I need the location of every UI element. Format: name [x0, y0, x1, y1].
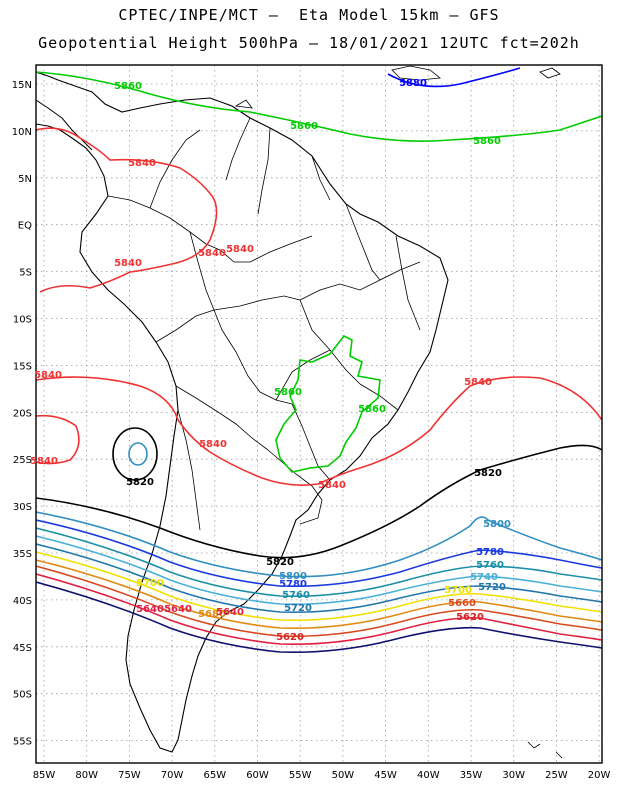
lat-tick-label: 5N [18, 174, 32, 185]
lat-tick-label: EQ [18, 221, 32, 232]
lon-tick-label: 40W [417, 770, 440, 781]
lat-tick-label: 55S [13, 737, 32, 748]
contour-label-5840: 5840 [198, 248, 226, 259]
lat-tick-label: 50S [13, 690, 32, 701]
lon-tick-label: 50W [332, 770, 355, 781]
contour-label-5800: 5800 [279, 571, 307, 582]
contour-label-5840: 5840 [464, 377, 492, 388]
contour-label-5820: 5820 [126, 477, 154, 488]
graticule [36, 65, 602, 763]
central-america-coast [36, 99, 93, 151]
lon-tick-label: 65W [203, 770, 226, 781]
lat-tick-label: 25S [13, 455, 32, 466]
contour-label-5660: 5660 [448, 598, 476, 609]
lon-tick-label: 25W [545, 770, 568, 781]
contour-label-5860: 5860 [358, 404, 386, 415]
contour-label-5620: 5620 [456, 612, 484, 623]
contour-label-5620: 5620 [276, 632, 304, 643]
contour-5800 [36, 511, 602, 578]
contour-label-5860: 5860 [114, 81, 142, 92]
lon-tick-label: 70W [161, 770, 184, 781]
map-frame [35, 64, 603, 764]
contour-5740 [36, 535, 602, 606]
contour-label-5700: 5700 [444, 585, 472, 596]
country-borders [107, 117, 421, 531]
contour-5840-south [36, 376, 602, 486]
contour-label-5880: 5880 [399, 78, 427, 89]
contour-label-5760: 5760 [476, 560, 504, 571]
contour-5660 [36, 565, 602, 638]
lon-tick-label: 55W [289, 770, 312, 781]
contour-5840-west-blob [36, 414, 80, 465]
contour-label-5640: 5640 [164, 604, 192, 615]
height-contours [36, 67, 602, 654]
contour-label-5840: 5840 [114, 258, 142, 269]
lat-tick-label: 15N [12, 80, 32, 91]
lon-tick-label: 85W [33, 770, 56, 781]
contour-label-5800: 5800 [483, 519, 511, 530]
contour-label-5780: 5780 [279, 579, 307, 590]
lon-tick-label: 80W [75, 770, 98, 781]
longitude-axis: 85W 80W 75W 70W 65W 60W 55W 50W 45W 40W 35W 30W 25W 2… [33, 770, 611, 781]
islands [234, 65, 563, 759]
contour-5600 [36, 581, 602, 654]
contour-5760 [36, 527, 602, 598]
contour-5860-interior [275, 334, 381, 473]
lon-tick-label: 35W [460, 770, 483, 781]
lon-tick-label: 20W [588, 770, 611, 781]
map-subtitle: Geopotential Height 500hPa – 18/01/2021 … [38, 34, 580, 52]
contour-label-5640: 5640 [216, 607, 244, 618]
contour-5800-closed [128, 442, 148, 466]
contour-5860-north [36, 71, 602, 142]
contour-label-5840: 5840 [226, 244, 254, 255]
contour-5880 [387, 67, 521, 88]
lat-tick-label: 5S [19, 268, 32, 279]
contour-label-5740: 5740 [470, 572, 498, 583]
contour-label-5760: 5760 [282, 590, 310, 601]
contour-label-5840: 5840 [199, 439, 227, 450]
contour-label-5860: 5860 [274, 387, 302, 398]
contour-label-5700: 5700 [136, 578, 164, 589]
lon-tick-label: 45W [374, 770, 397, 781]
lat-tick-label: 30S [13, 502, 32, 513]
contour-label-5820: 5820 [474, 468, 502, 479]
contour-label-5720: 5720 [284, 603, 312, 614]
lat-tick-label: 15S [13, 361, 32, 372]
coastline [36, 71, 449, 753]
lat-tick-label: 10N [12, 127, 32, 138]
contour-5700 [36, 551, 602, 622]
contour-5640 [36, 573, 602, 646]
contour-label-5820: 5820 [266, 557, 294, 568]
contour-5780 [36, 519, 602, 588]
lat-tick-label: 35S [13, 549, 32, 560]
lat-tick-label: 45S [13, 643, 32, 654]
lat-tick-label: 20S [13, 408, 32, 419]
lon-tick-label: 75W [118, 770, 141, 781]
map-title: CPTEC/INPE/MCT – Eta Model 15km – GFS [118, 6, 500, 24]
contour-label-5860: 5860 [473, 136, 501, 147]
contour-label-5720: 5720 [478, 582, 506, 593]
contour-label-5840: 5840 [34, 370, 62, 381]
contour-5820 [36, 444, 602, 559]
contour-label-5680: 5680 [198, 609, 226, 620]
lat-tick-label: 10S [13, 315, 32, 326]
lon-tick-label: 60W [246, 770, 269, 781]
latitude-axis: 15N 10N 5N EQ 5S 10S 15S 20S 25S 30S 35S 40S 45S 50S 5… [12, 80, 32, 748]
contour-5840-north [36, 127, 218, 293]
contour-label-5860: 5860 [290, 121, 318, 132]
contour-label-5840: 5840 [30, 456, 58, 467]
contour-label-5640: 5640 [136, 604, 164, 615]
contour-label-5780: 5780 [476, 547, 504, 558]
contour-5680 [36, 559, 602, 630]
contour-5820-closed [112, 427, 158, 481]
lat-tick-label: 40S [13, 596, 32, 607]
lon-tick-label: 30W [502, 770, 525, 781]
contour-label-5840: 5840 [128, 158, 156, 169]
contour-label-5840: 5840 [318, 480, 346, 491]
contour-5720 [36, 543, 602, 614]
